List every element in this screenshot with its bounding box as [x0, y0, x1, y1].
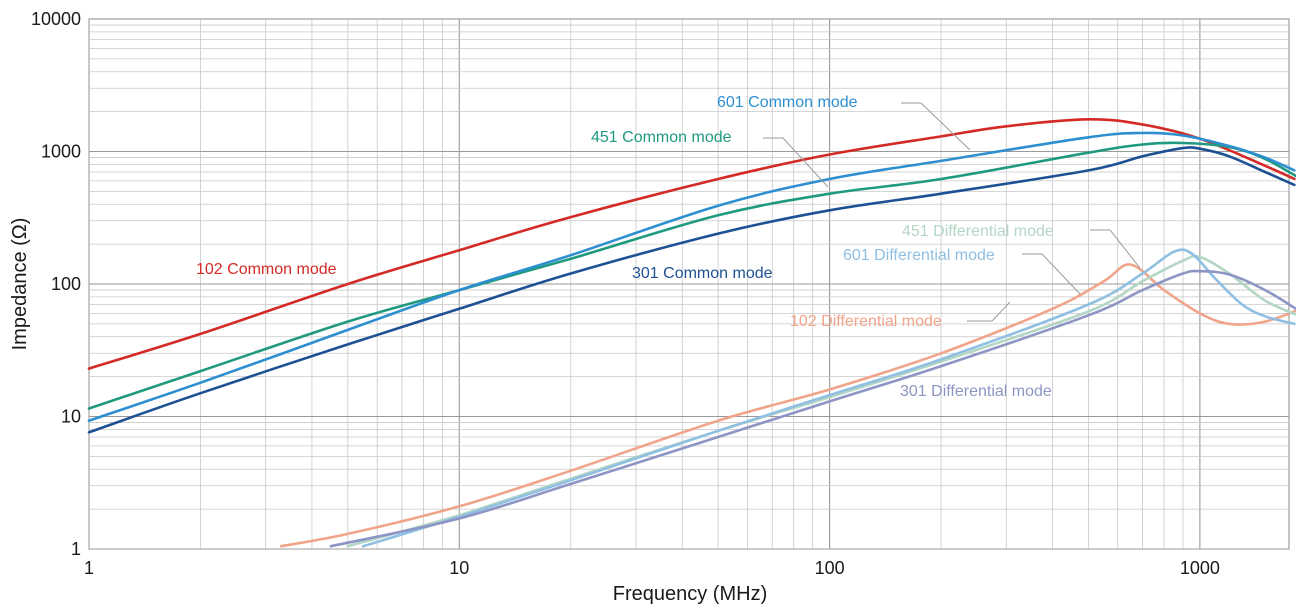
- series-label-5: 451 Differential mode: [902, 223, 1054, 240]
- x-tick-label: 1000: [1180, 558, 1220, 578]
- x-tick-label: 1: [84, 558, 94, 578]
- series-line-7: [329, 269, 1296, 548]
- series-label-0: 102 Common mode: [196, 261, 337, 278]
- x-axis-label: Frequency (MHz): [613, 583, 767, 605]
- grid: [88, 18, 1290, 550]
- series-labels: 102 Common mode 451 Common mode 601 Common…: [196, 94, 1141, 400]
- series-line-1: [87, 141, 1296, 410]
- series-label-4: 102 Differential mode: [790, 313, 942, 330]
- series-line-2: [87, 131, 1296, 422]
- x-tick-label: 10: [449, 558, 469, 578]
- y-axis-label: Impedance (Ω): [9, 218, 31, 351]
- tick-labels: 1 10 100 1000 1 10 100 1000 10000: [31, 9, 1220, 578]
- y-tick-label: 1000: [41, 142, 81, 162]
- y-tick-label: 1: [71, 539, 81, 559]
- series-label-1: 451 Common mode: [591, 129, 732, 146]
- series-label-6: 601 Differential mode: [843, 247, 995, 264]
- series-line-0: [87, 117, 1296, 370]
- series-line-6: [361, 248, 1296, 548]
- label-leader-1: [763, 137, 829, 188]
- y-tick-label: 10000: [31, 9, 81, 29]
- series-line-5: [346, 254, 1296, 548]
- series-label-7: 301 Differential mode: [900, 383, 1052, 400]
- series-line-3: [87, 146, 1296, 434]
- label-leader-4: [967, 301, 1011, 322]
- label-leader-5: [1090, 229, 1141, 269]
- y-tick-label: 10: [61, 407, 81, 427]
- x-tick-label: 100: [815, 558, 845, 578]
- series-lines: [87, 117, 1296, 548]
- label-leader-6: [1022, 253, 1081, 295]
- y-tick-label: 100: [51, 274, 81, 294]
- series-line-4: [279, 263, 1296, 548]
- series-label-3: 301 Common mode: [632, 265, 773, 282]
- series-label-2: 601 Common mode: [717, 94, 858, 111]
- label-leader-2: [901, 102, 971, 151]
